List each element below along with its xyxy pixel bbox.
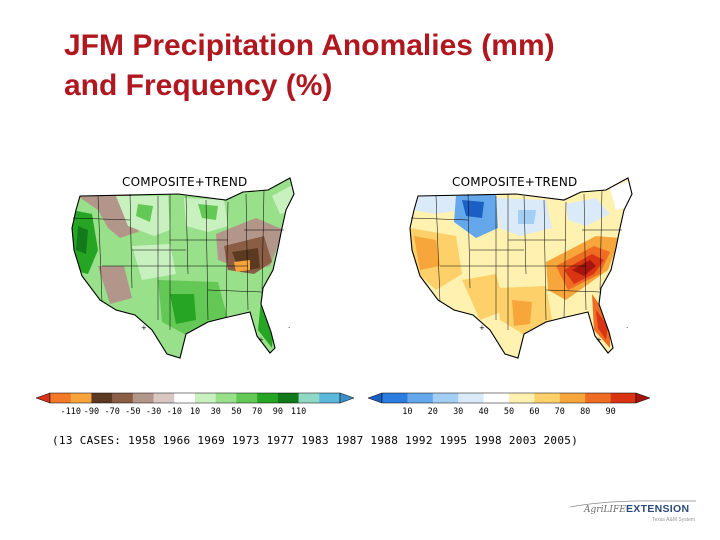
map-marks: + + · [479,324,628,344]
slide-title: JFM Precipitation Anomalies (mm) and Fre… [64,26,684,106]
us-outline [71,177,295,359]
colorbar-swatch [257,393,279,403]
colorbar-tick-label: 70 [554,407,565,417]
precipitation-map-graphic: + + · [58,170,304,370]
precipitation-anomaly-map: + + · COMPOSITE+TREND [58,170,304,370]
colorbar-swatch [298,393,320,403]
colorbar-swatch [195,393,217,403]
cases-list: (13 CASES: 1958 1966 1969 1973 1977 1983… [52,434,579,447]
state-borders [72,189,284,330]
colorbar-tick-label: 90 [605,407,616,417]
colorbar-tick-label: 20 [427,407,438,417]
colorbar-swatch [509,393,535,403]
colorbar-tick-label: -70 [104,407,120,417]
logo-tagline: Texas A&M System [652,517,696,523]
title-line-2: and Frequency (%) [64,69,333,102]
logo-agri-text: AgriLIFE [584,505,626,515]
map-label: COMPOSITE+TREND [122,175,248,189]
colorbar-tick-label: -10 [166,407,182,417]
colorbar-tick-label: -50 [125,407,141,417]
colorbar-tick-label: 50 [503,407,515,417]
colorbar-tick-label: 50 [231,407,242,417]
precipitation-colorbar-swatches [35,392,355,404]
colorbar-tick-label: 80 [580,407,591,417]
colorbar-swatch [559,393,586,403]
colorbar-tick-label: -30 [145,407,162,417]
map-label: COMPOSITE+TREND [452,175,578,189]
colorbar-swatch [174,393,196,403]
title-line-1: JFM Precipitation Anomalies (mm) [64,29,555,62]
colorbar-arrow-low [35,392,51,404]
colorbar-tick-label: 70 [252,407,263,417]
colorbar-tick-label: 90 [272,407,283,417]
frequency-colorbar: 10 20 30 40 50 60 70 80 90 [367,391,651,427]
svg-text:+: + [479,324,485,332]
frequency-map-graphic: + + · [396,170,642,370]
colorbar-swatch [319,393,341,403]
logo-swoosh-icon [569,500,696,508]
colorbar-swatch [407,393,434,403]
colorbar-tick-label: 40 [478,407,489,417]
colorbar-tick-label: -110 [60,407,81,417]
colorbar-swatch [610,393,637,403]
svg-text:·: · [288,324,290,332]
colorbar-tick-label: 60 [529,407,540,417]
colorbar-arrow-high [339,392,355,404]
colorbar-swatch [215,393,237,403]
colorbar-tick-label: -90 [83,407,100,417]
colorbar-swatch [236,393,258,403]
colorbar-tick-label: 10 [402,407,413,417]
state-borders [410,189,622,330]
agrilife-extension-logo: AgriLIFE EXTENSION Texas A&M System [568,496,698,526]
colorbar-swatch [585,393,611,403]
precipitation-colorbar: -110 -90 -70 -50 -30 -10 10 30 50 70 90 110 [35,391,355,427]
map-marks: + + · [141,324,290,344]
svg-text:+: + [596,336,602,344]
colorbar-tick-label: 30 [453,407,464,417]
colorbar-arrow-high [635,392,651,404]
frequency-colorbar-swatches [367,392,651,404]
svg-text:+: + [258,336,264,344]
colorbar-swatch [112,393,134,403]
logo-extension-text: EXTENSION [626,503,690,515]
colorbar-swatch [432,393,459,403]
colorbar-swatch [50,393,72,403]
colorbar-tick-label: 110 [290,407,307,417]
colorbar-swatch [91,393,113,403]
colorbar-arrow-low [367,392,383,404]
svg-text:·: · [626,324,628,332]
svg-text:+: + [141,324,147,332]
colorbar-swatch [70,393,92,403]
colorbar-swatch [382,393,408,403]
us-outline [409,177,633,359]
colorbar-tick-label: 30 [210,407,221,417]
colorbar-swatch [458,393,484,403]
frequency-map: + + · COMPOSITE+TREND [396,170,642,370]
colorbar-tick-label: 10 [189,407,201,417]
colorbar-swatch [483,393,510,403]
colorbar-swatch [132,393,154,403]
colorbar-swatch [153,393,175,403]
colorbar-swatch [534,393,561,403]
colorbar-swatch [277,393,299,403]
